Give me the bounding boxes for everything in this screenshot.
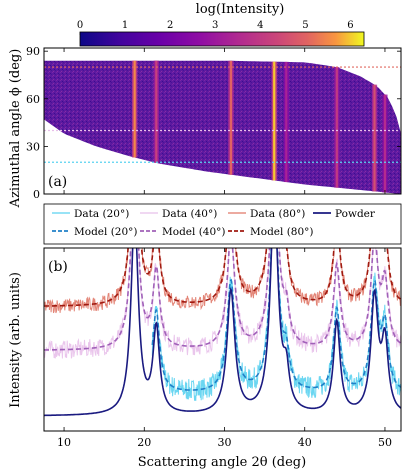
heatmap-y-tick-label: 60 bbox=[26, 93, 40, 106]
heatmap-ring bbox=[373, 84, 376, 192]
colorbar-tick-label: 0 bbox=[77, 20, 83, 31]
heatmap-y-tick-label: 30 bbox=[26, 140, 40, 153]
heatmap-ring bbox=[285, 61, 288, 183]
heatmap-y-axis-label: Azimuthal angle ϕ (deg) bbox=[8, 49, 23, 209]
heatmap-ring bbox=[383, 94, 387, 193]
panel-label-a: (a) bbox=[48, 174, 67, 190]
colorbar: log(Intensity) 0 1 2 3 4 5 6 bbox=[77, 2, 365, 47]
series-noisy-line bbox=[151, 248, 401, 401]
line-x-axis-label: Scattering angle 2θ (deg) bbox=[138, 455, 306, 470]
colorbar-tick-label: 1 bbox=[122, 20, 128, 31]
legend-label: Data (20°) bbox=[74, 208, 129, 220]
colorbar-tick-label: 5 bbox=[302, 20, 308, 31]
line-x-ticks: 10 20 30 40 50 bbox=[57, 248, 392, 449]
panel-label-b: (b) bbox=[48, 259, 68, 275]
colorbar-tick-label: 4 bbox=[257, 20, 263, 31]
heatmap-ring bbox=[133, 60, 136, 158]
heatmap-y-tick-label: 0 bbox=[33, 188, 40, 201]
line-x-tick-label: 10 bbox=[57, 436, 71, 449]
heatmap-ring bbox=[155, 60, 158, 163]
heatmap-coverage bbox=[44, 60, 401, 194]
legend-items: Data (20°) Data (40°) Data (80°) Powder Mode… bbox=[52, 208, 376, 238]
line-x-tick-label: 30 bbox=[218, 436, 232, 449]
heatmap-ring bbox=[335, 67, 338, 188]
heatmap-rings bbox=[132, 60, 388, 193]
line-x-tick-label: 50 bbox=[378, 436, 392, 449]
colorbar-label: log(Intensity) bbox=[196, 2, 285, 17]
series-dashed-line bbox=[44, 248, 401, 351]
colorbar-tick-label: 6 bbox=[347, 20, 353, 31]
legend-frame bbox=[43, 203, 402, 245]
legend-label: Data (40°) bbox=[162, 208, 217, 220]
line-frame bbox=[43, 247, 402, 432]
line-y-axis-label: Intensity (arb. units) bbox=[8, 272, 23, 408]
heatmap-y-tick-label: 90 bbox=[26, 45, 40, 58]
colorbar-tick-label: 2 bbox=[167, 20, 173, 31]
colorbar-gradient bbox=[79, 31, 365, 47]
series-line-line bbox=[44, 248, 401, 417]
series-dashed-line bbox=[151, 248, 401, 391]
legend-label: Model (80°) bbox=[250, 226, 314, 238]
heatmap-ring bbox=[229, 60, 233, 175]
series-dashed-line bbox=[44, 248, 401, 307]
legend-label: Model (40°) bbox=[162, 226, 226, 238]
legend-label: Model (20°) bbox=[74, 226, 138, 238]
line-panel: 10 20 30 40 50 (b) Intensity (arb. units) Sc… bbox=[8, 247, 402, 470]
heatmap-frame bbox=[43, 47, 402, 195]
line-x-tick-label: 20 bbox=[137, 436, 151, 449]
heatmap-cut-lines bbox=[44, 66, 401, 163]
heatmap-panel: 0 30 60 90 (a) Azimuthal angle ϕ (deg) bbox=[8, 45, 402, 209]
legend: Data (20°) Data (40°) Data (80°) Powder Mode… bbox=[43, 203, 402, 245]
line-series-group bbox=[44, 248, 401, 417]
legend-label: Powder bbox=[335, 208, 376, 220]
line-x-tick-label: 40 bbox=[298, 436, 312, 449]
heatmap-ring bbox=[273, 61, 276, 181]
legend-label: Data (80°) bbox=[250, 208, 305, 220]
heatmap-y-ticks: 0 30 60 90 bbox=[26, 45, 401, 201]
heatmap-x-ticks bbox=[63, 48, 386, 194]
colorbar-tick-label: 3 bbox=[212, 20, 218, 31]
